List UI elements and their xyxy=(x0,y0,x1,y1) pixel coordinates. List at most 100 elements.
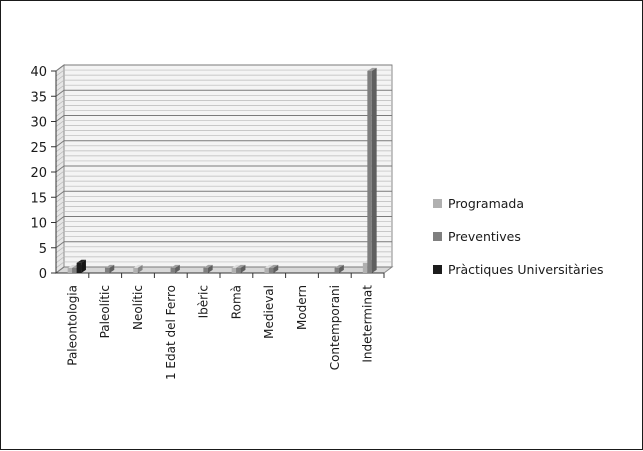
gridline-minor xyxy=(55,256,392,264)
bar-programada-side xyxy=(137,264,143,273)
bar-programada xyxy=(264,267,269,273)
x-category-label: Modern xyxy=(295,285,309,330)
gridline-minor xyxy=(55,135,392,142)
gridline-minor xyxy=(55,185,392,193)
bar-programada xyxy=(231,267,237,273)
gridline-minor xyxy=(55,251,392,259)
bar-preventives-top xyxy=(367,67,377,71)
gridline-minor xyxy=(55,206,392,213)
bar-preventives-side xyxy=(273,264,279,273)
bar-programada-top xyxy=(264,264,274,268)
bar-preventives-side xyxy=(207,264,213,273)
x-category-label: Indeterminat xyxy=(361,285,375,363)
bar-preventives-side xyxy=(339,264,344,273)
gridline-minor xyxy=(55,246,392,254)
gridline-minor xyxy=(55,231,392,238)
legend-label: Preventives xyxy=(448,229,521,244)
gridline-minor xyxy=(55,175,392,183)
gridline-minor xyxy=(55,94,392,102)
x-category-label: Contemporani xyxy=(328,285,342,370)
bar-preventives xyxy=(203,267,208,273)
bar-preventives xyxy=(236,267,241,273)
gridline-minor xyxy=(55,261,392,269)
gridline-major xyxy=(55,140,392,148)
gridline-major xyxy=(55,190,392,198)
gridline-major xyxy=(55,216,392,223)
gridline-minor xyxy=(55,105,392,112)
y-tick-label: 10 xyxy=(30,217,47,232)
legend-swatch xyxy=(433,265,442,274)
bar-preventives xyxy=(268,267,274,273)
gridline-minor xyxy=(55,130,392,137)
bar-preventives-side xyxy=(175,264,180,273)
gridline-major xyxy=(55,266,392,274)
bar-preventives xyxy=(334,267,340,273)
gridline-minor xyxy=(55,195,392,203)
gridline-minor xyxy=(55,155,392,163)
y-tick-label: 15 xyxy=(30,191,47,206)
gridline-minor xyxy=(55,226,392,233)
gridline-minor xyxy=(55,170,392,178)
gridline-major xyxy=(55,89,392,97)
gridline-minor xyxy=(55,236,392,243)
bar-programada xyxy=(362,262,368,273)
gridline-minor xyxy=(55,110,392,117)
bar-preventives-top xyxy=(104,264,115,268)
bar-preventives xyxy=(104,267,110,273)
bar-preventives-top xyxy=(203,264,213,268)
legend-swatch xyxy=(433,232,442,241)
gridline-minor xyxy=(55,120,392,127)
gridline-minor xyxy=(55,201,392,208)
x-category-label: Romà xyxy=(229,285,243,319)
x-category-label: Ibèric xyxy=(197,285,211,318)
bar-preventives-top xyxy=(170,264,180,268)
legend-label: Pràctiques Universitàries xyxy=(448,262,604,277)
legend-swatch xyxy=(433,199,442,208)
gridline-minor xyxy=(55,150,392,158)
gridline-minor xyxy=(55,69,392,77)
bar-preventives-side xyxy=(240,264,246,273)
y-tick-label: 25 xyxy=(30,141,47,156)
gridline-minor xyxy=(55,125,392,132)
gridline-minor xyxy=(55,160,392,168)
gridline-minor xyxy=(55,221,392,228)
gridline-major xyxy=(55,165,392,173)
bar-programada xyxy=(133,267,138,273)
gridline-minor xyxy=(55,180,392,188)
x-category-label: Paleontologia xyxy=(65,285,79,366)
y-tick-label: 20 xyxy=(30,166,47,181)
gridline-minor xyxy=(55,74,392,82)
legend-label: Programada xyxy=(448,196,524,211)
x-category-label: 1 Edat del Ferro xyxy=(164,285,178,380)
bar-preventives xyxy=(367,71,372,273)
bar-preventives-top xyxy=(268,264,279,268)
bar-preventives-side xyxy=(109,264,115,273)
bar-pr-ctiques-universit-ries-side xyxy=(81,259,86,273)
y-tick-label: 35 xyxy=(30,90,47,105)
gridline-minor xyxy=(55,211,392,218)
gridline-minor xyxy=(55,145,392,153)
bar-preventives xyxy=(72,267,77,273)
gridline-major xyxy=(55,64,392,72)
y-tick-label: 30 xyxy=(30,116,47,131)
bar-programada-top xyxy=(133,264,143,268)
bar-programada-top xyxy=(67,264,77,268)
y-tick-label: 40 xyxy=(30,65,47,80)
gridline-major xyxy=(55,241,392,249)
gridline-minor xyxy=(55,79,392,87)
gridline-minor xyxy=(55,84,392,92)
x-category-label: Paleolític xyxy=(98,285,112,338)
gridline-major xyxy=(55,115,392,122)
y-tick-label: 0 xyxy=(39,267,47,282)
bar-pr-ctiques-universit-ries xyxy=(76,262,82,273)
bar-preventives xyxy=(170,267,176,273)
bar-pr-ctiques-universit-ries-top xyxy=(76,259,86,263)
x-category-label: Neolític xyxy=(131,285,145,330)
bar-programada-top xyxy=(231,264,241,268)
gridline-minor xyxy=(55,99,392,107)
x-category-label: Medieval xyxy=(262,285,276,339)
bar-preventives-top xyxy=(334,264,344,268)
bar-programada xyxy=(67,267,73,273)
